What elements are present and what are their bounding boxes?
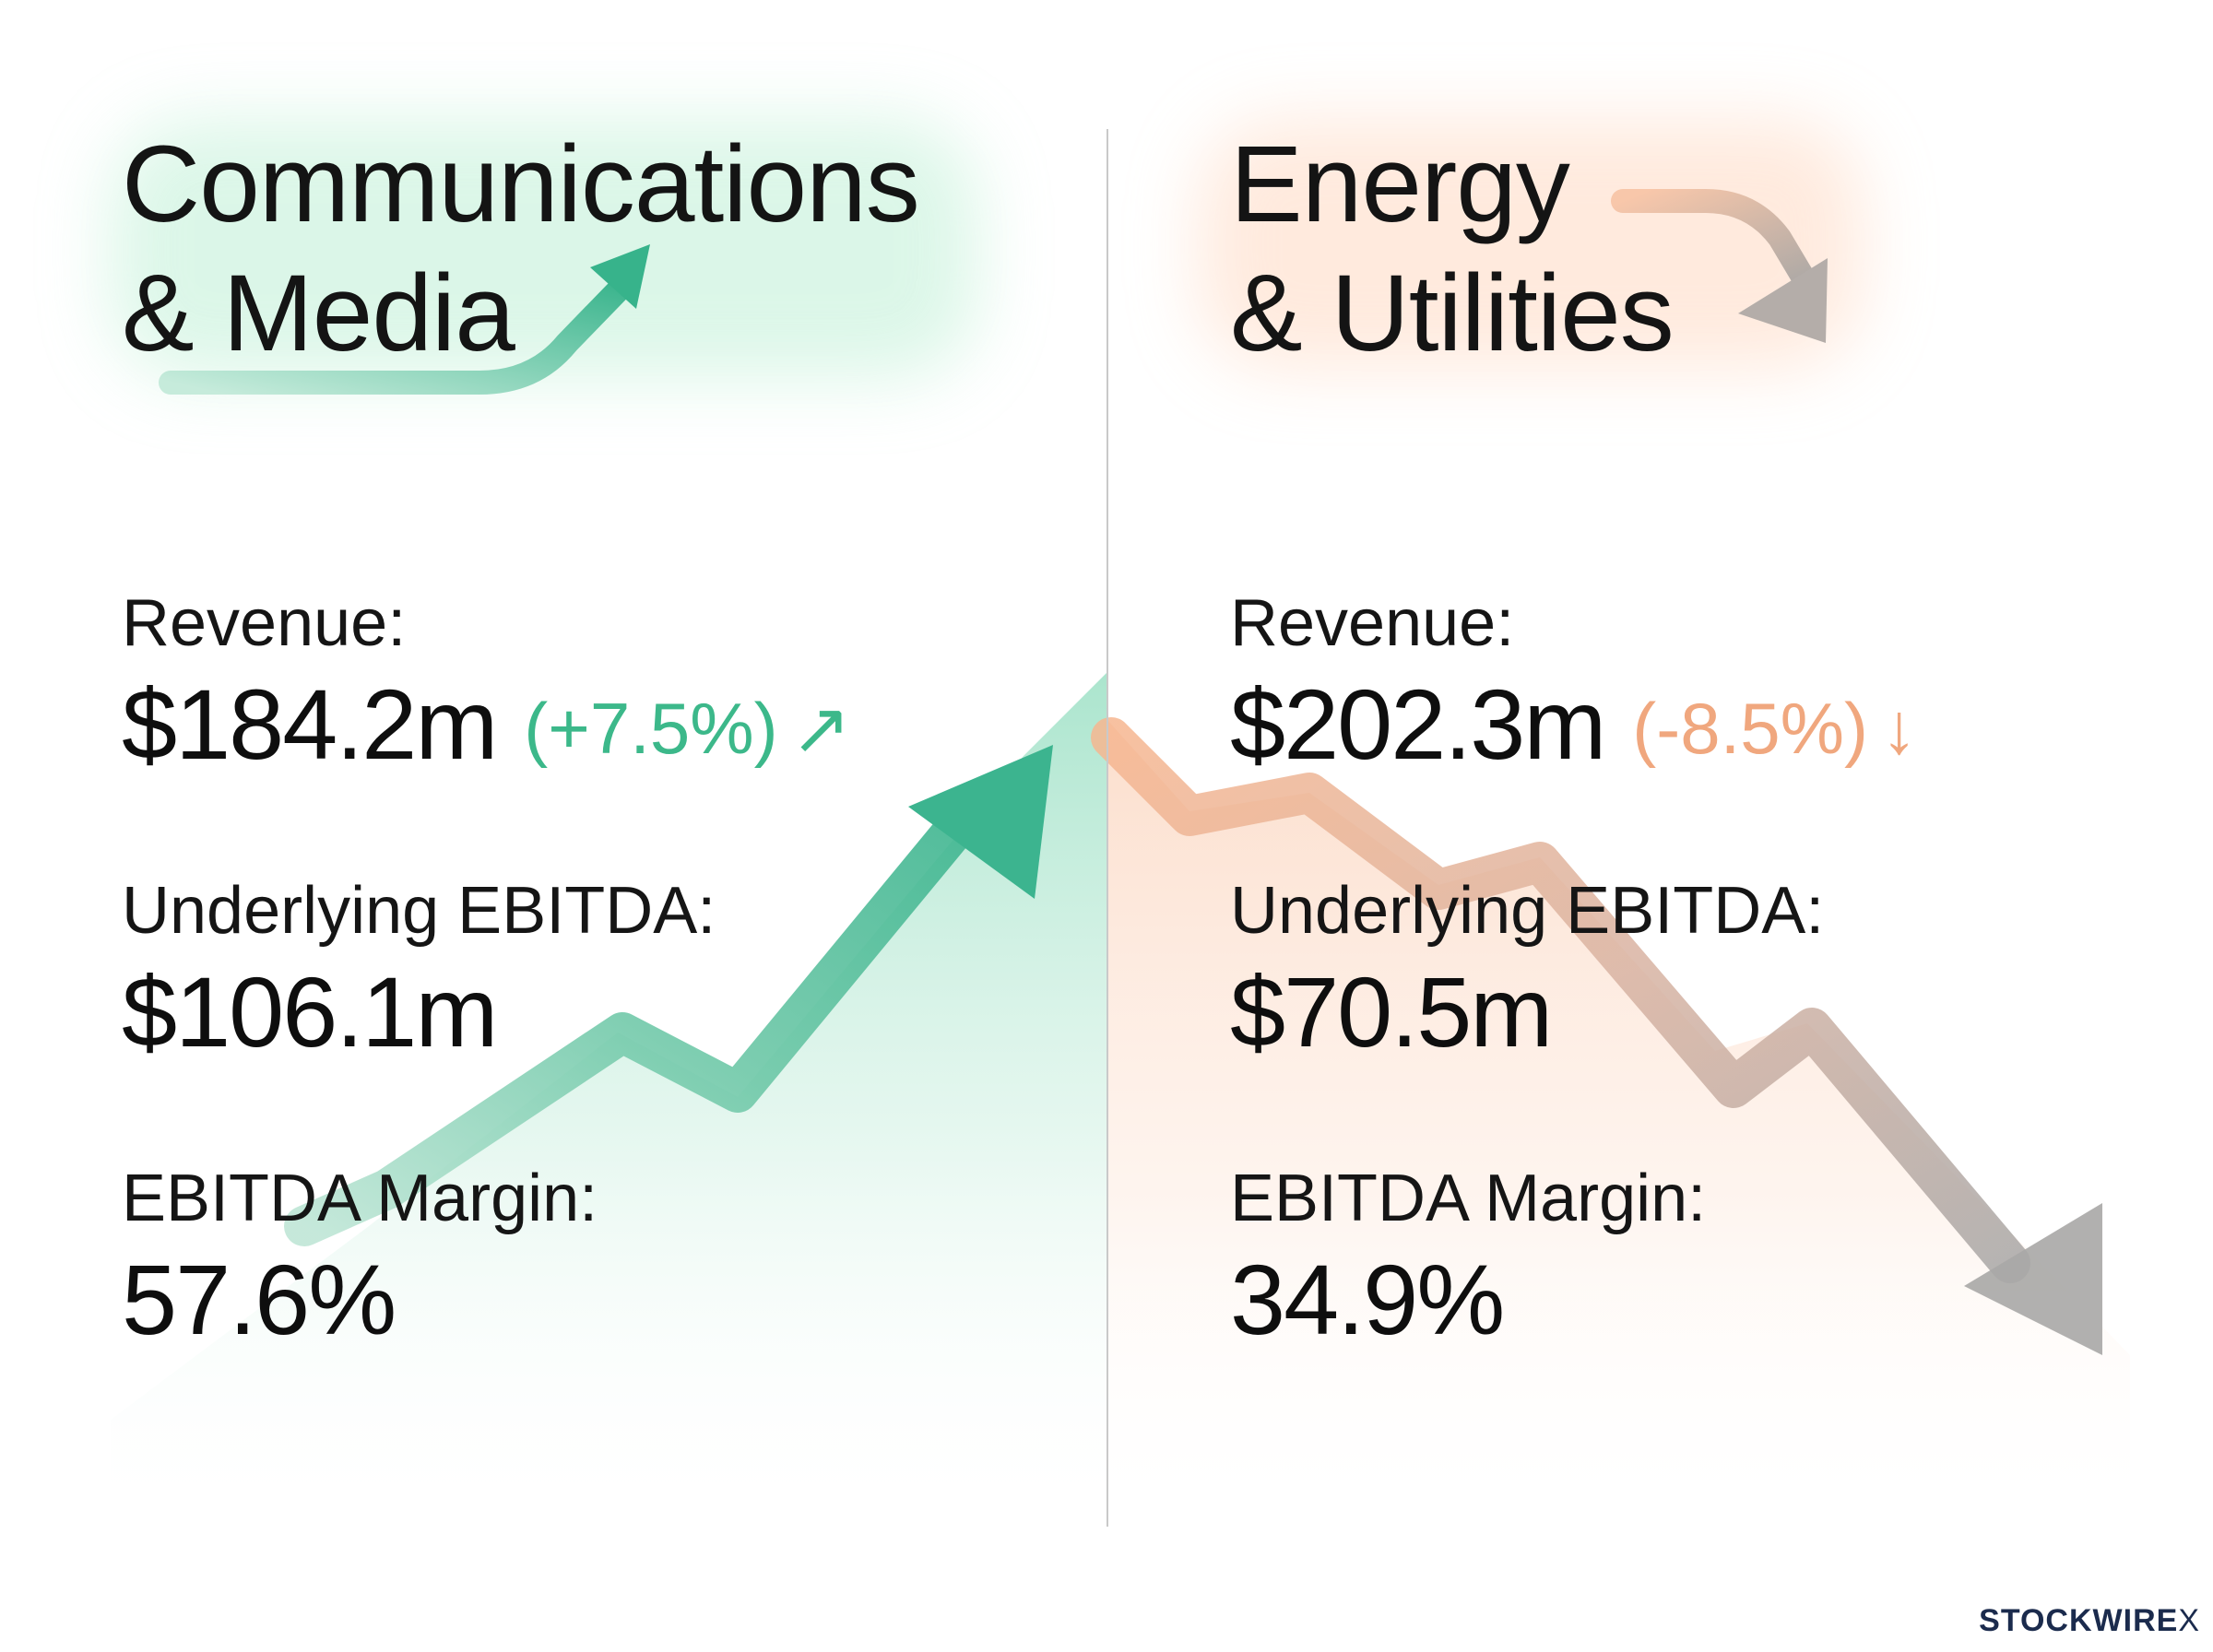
left-ebitda-value: $106.1m: [122, 956, 498, 1068]
left-title-arrowhead: [590, 244, 650, 309]
left-panel-title: Communications & Media: [122, 120, 920, 378]
right-revenue-change: (-8.5%) ↓: [1632, 688, 1917, 769]
left-revenue-change-text: (+7.5%): [524, 688, 778, 769]
left-revenue-change: (+7.5%) ↗: [524, 688, 851, 769]
right-panel-title: Energy & Utilities: [1230, 120, 1675, 378]
arrow-down-icon: ↓: [1881, 688, 1918, 769]
right-margin-label: EBITDA Margin:: [1230, 1162, 1707, 1235]
left-title-line-2: & Media: [122, 253, 515, 374]
right-trend-arrowhead: [1964, 1203, 2102, 1355]
left-trend-arrowhead: [908, 745, 1053, 899]
right-ebitda-label: Underlying EBITDA:: [1230, 874, 1825, 948]
left-margin-value: 57.6%: [122, 1244, 396, 1355]
left-revenue-row: $184.2m (+7.5%) ↗: [122, 669, 851, 784]
left-title-glow: [111, 120, 977, 378]
brand-logo: STOCKWIREX: [1979, 1603, 2200, 1639]
left-ebitda-label: Underlying EBITDA:: [122, 874, 716, 948]
left-area-fill: [111, 673, 1106, 1521]
right-margin-value: 34.9%: [1230, 1244, 1505, 1355]
communications-media-panel: Communications & Media Revenue: $184.2m (…: [122, 0, 1081, 1567]
right-revenue-label: Revenue:: [1230, 586, 1515, 660]
right-area-fill: [1106, 719, 2130, 1521]
left-revenue-value: $184.2m: [122, 668, 498, 780]
right-title-line-2: & Utilities: [1230, 253, 1675, 374]
right-ebitda-value: $70.5m: [1230, 956, 1553, 1068]
right-title-line-1: Energy: [1230, 124, 1570, 245]
energy-utilities-panel: Energy & Utilities Revenue: $202.3m (-8.5…: [1230, 0, 2152, 1567]
right-revenue-change-text: (-8.5%): [1632, 688, 1869, 769]
left-title-arrow-line: [159, 269, 639, 395]
panel-divider: [1106, 129, 1108, 1527]
left-title-line-1: Communications: [122, 124, 920, 245]
right-title-arrow-line: [1611, 189, 1815, 289]
left-revenue-label: Revenue:: [122, 586, 407, 660]
brand-x-icon: X: [2178, 1603, 2200, 1638]
right-title-glow: [1199, 120, 1863, 369]
right-trend-line: [1091, 717, 2030, 1283]
right-revenue-value: $202.3m: [1230, 668, 1606, 780]
right-title-arrowhead: [1738, 258, 1828, 343]
left-margin-label: EBITDA Margin:: [122, 1162, 598, 1235]
brand-name: STOCKWIRE: [1979, 1603, 2179, 1638]
right-revenue-row: $202.3m (-8.5%) ↓: [1230, 669, 1917, 784]
left-trend-line: [284, 782, 998, 1246]
arrow-up-right-icon: ↗: [790, 688, 851, 769]
